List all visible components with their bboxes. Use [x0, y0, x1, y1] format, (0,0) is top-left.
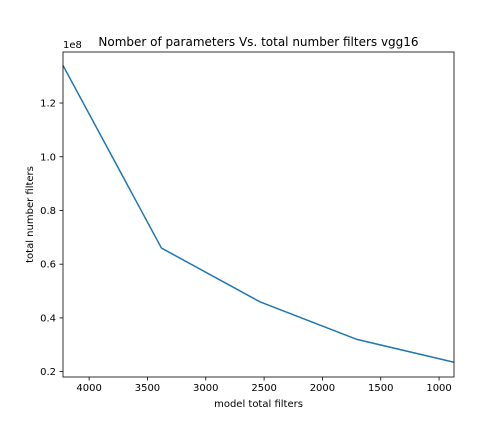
y-tick-label: 0.4 — [40, 313, 56, 324]
x-tick-label: 1000 — [426, 383, 451, 394]
y-tick-label: 0.2 — [40, 367, 56, 378]
chart-title: Nomber of parameters Vs. total number fi… — [98, 35, 418, 49]
y-tick-label: 0.6 — [40, 260, 56, 271]
y-tick-label: 0.8 — [40, 206, 56, 217]
x-axis-label: model total filters — [214, 399, 303, 410]
y-axis-ticks: 0.2 0.4 0.6 0.8 1.0 1.2 — [40, 99, 63, 378]
x-tick-label: 2500 — [251, 383, 276, 394]
x-tick-label: 3500 — [135, 383, 160, 394]
x-tick-label: 2000 — [310, 383, 335, 394]
x-axis-ticks: 4000 3500 3000 2500 2000 1500 1000 — [76, 377, 452, 394]
x-tick-label: 1500 — [368, 383, 393, 394]
x-tick-label: 4000 — [76, 383, 101, 394]
y-tick-label: 1.0 — [40, 152, 56, 163]
y-axis-label: total number filters — [25, 166, 36, 263]
axes-frame — [62, 51, 455, 378]
series-line — [62, 65, 455, 363]
x-tick-label: 3000 — [193, 383, 218, 394]
y-tick-label: 1.2 — [40, 99, 56, 110]
y-offset-text: 1e8 — [63, 40, 82, 51]
plot-area — [62, 65, 455, 363]
